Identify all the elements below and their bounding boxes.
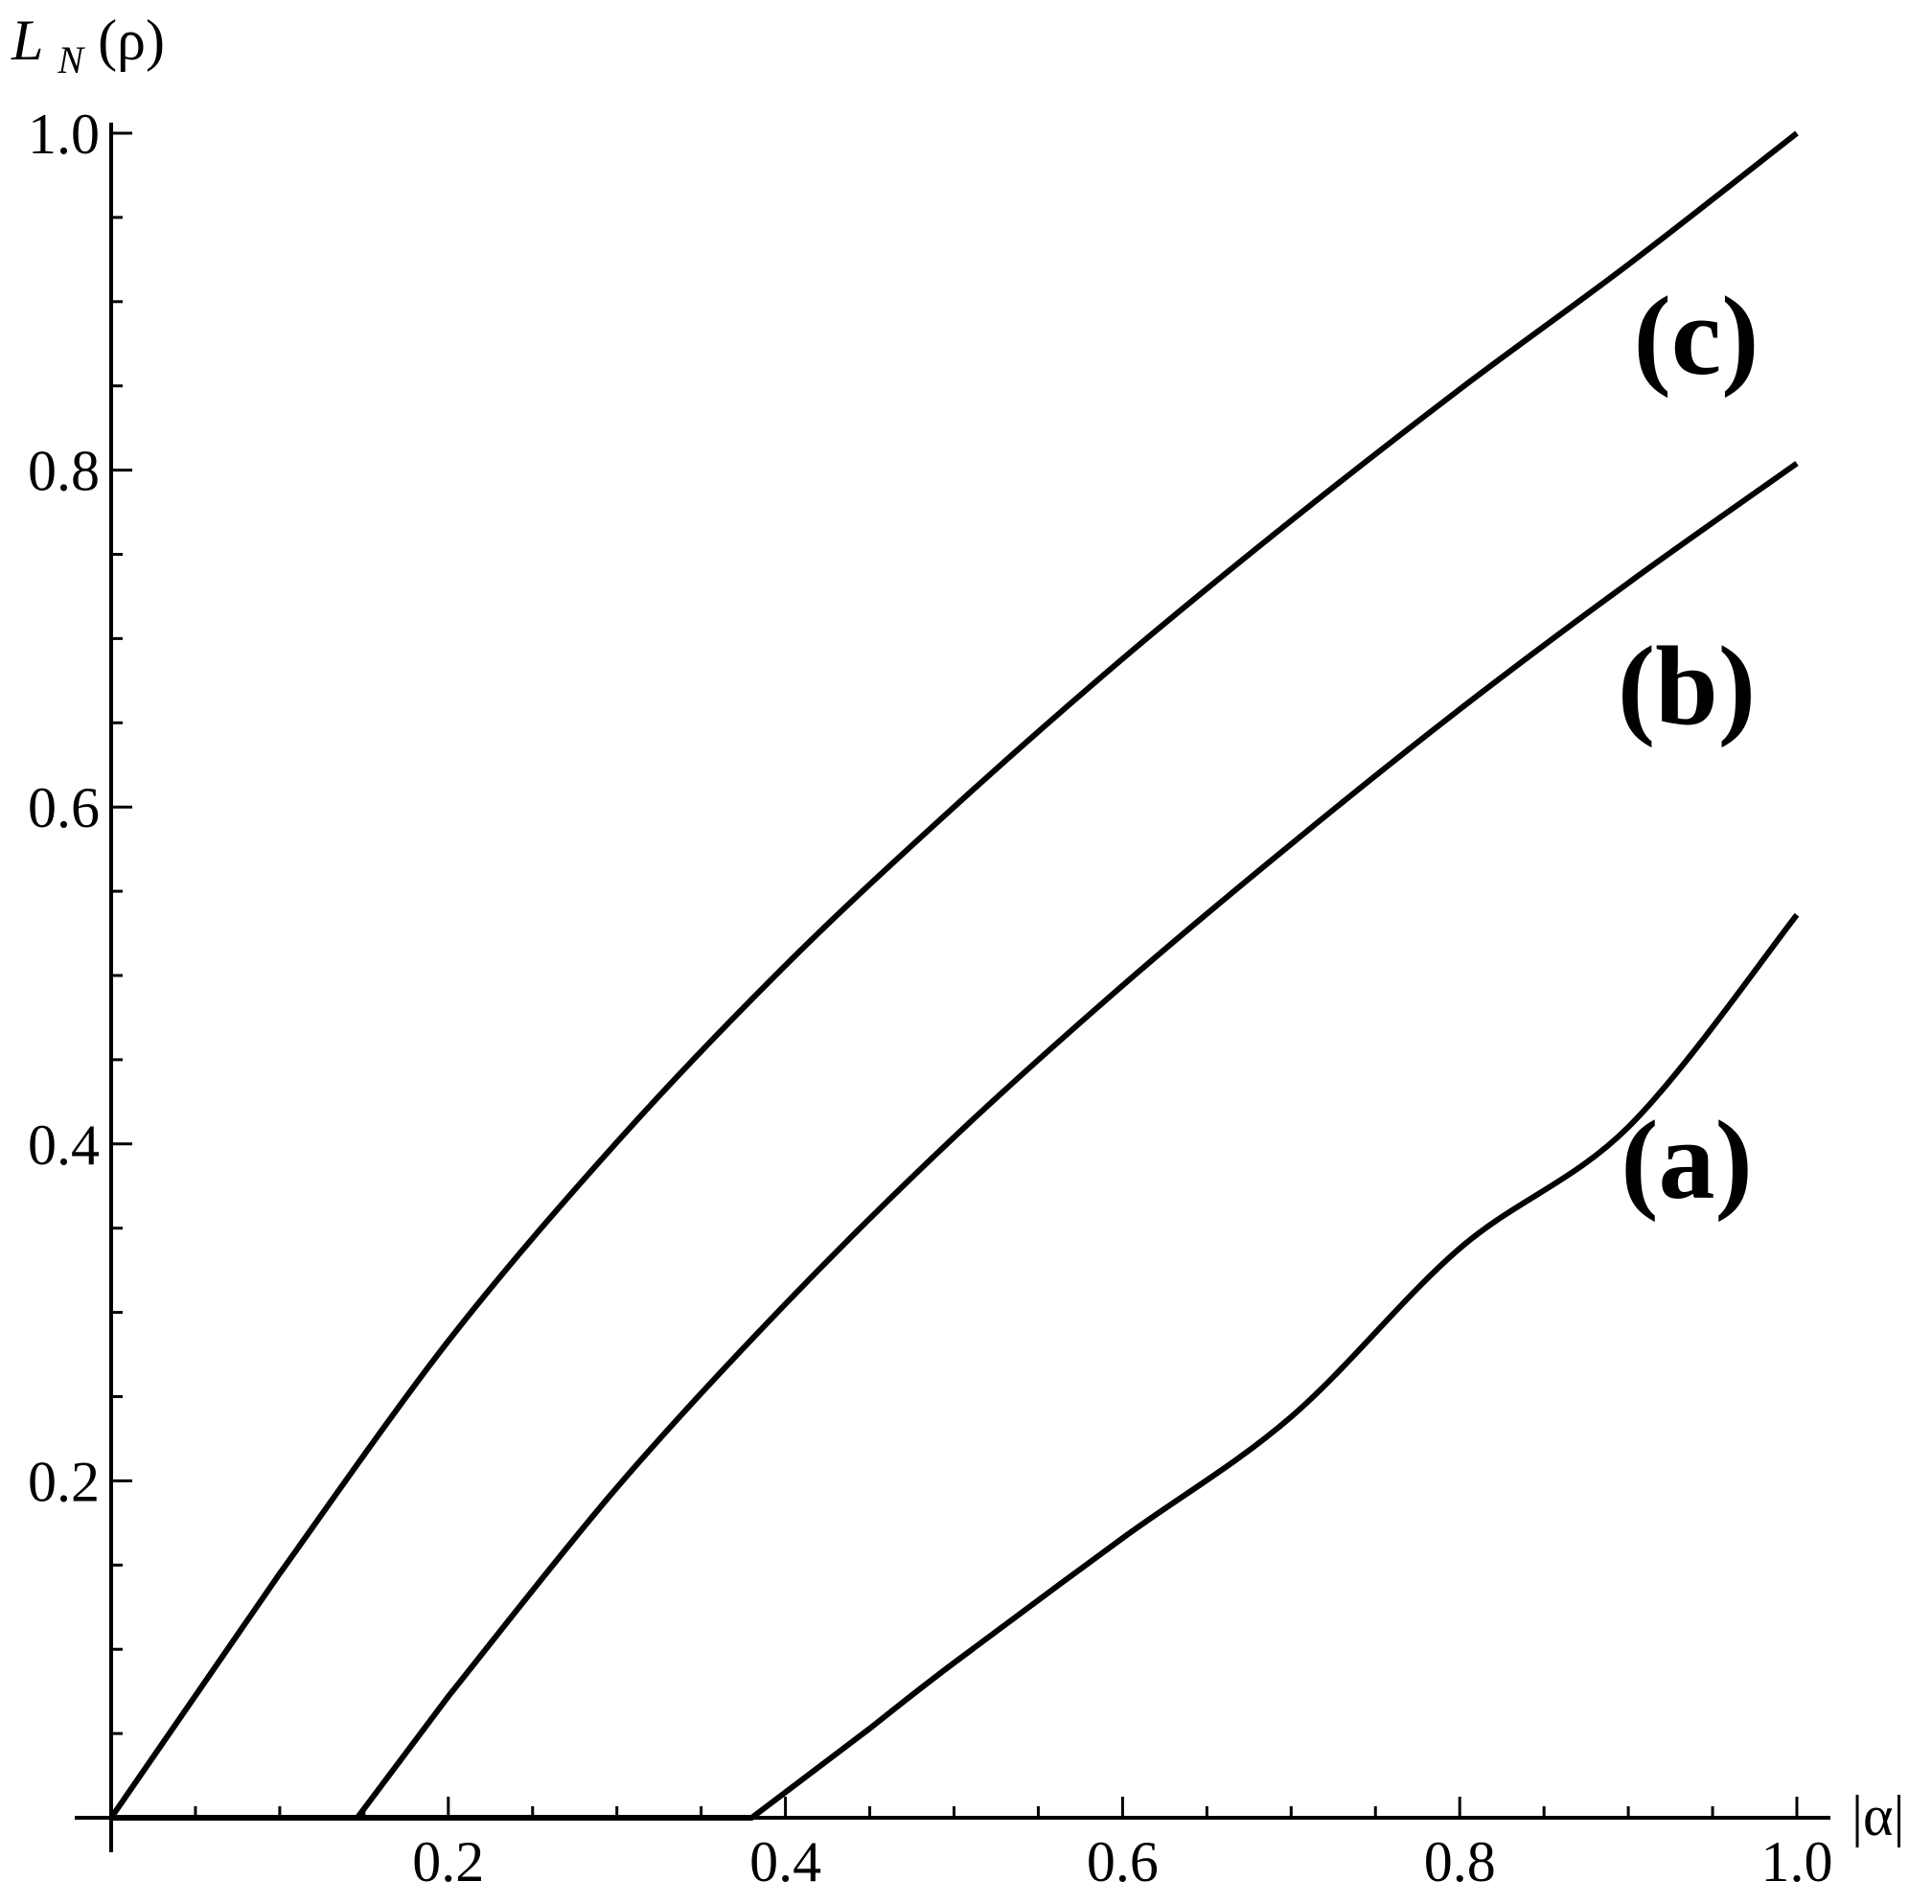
series-label-b: (b) (1618, 623, 1756, 748)
x-tick-label: 0.2 (412, 1830, 484, 1893)
y-ticks: 0.2 0.4 0.6 0.8 1.0 (28, 103, 132, 1735)
y-axis-label-sub: N (57, 38, 85, 81)
curves: (a) (b) (c) (108, 130, 1800, 1821)
y-axis-label: L N (ρ) (11, 9, 165, 85)
x-ticks: 0.2 0.4 0.6 0.8 1.0 (194, 1797, 1833, 1893)
y-tick-label: 0.2 (28, 1450, 100, 1513)
y-axis-label-arg: (ρ) (98, 9, 165, 72)
x-tick-label: 0.6 (1087, 1830, 1159, 1893)
y-tick-label: 1.0 (28, 103, 100, 166)
y-tick-label: 0.8 (28, 440, 100, 503)
series-label-a: (a) (1621, 1097, 1753, 1223)
series-line-c (108, 130, 1799, 1820)
x-tick-label: 1.0 (1761, 1830, 1833, 1893)
series-line-a (111, 912, 1800, 1821)
series-label-c: (c) (1634, 273, 1760, 399)
y-tick-label: 0.6 (28, 776, 100, 839)
axes: 0.2 0.4 0.6 0.8 1.0 0.2 0.4 0.6 0.8 1.0 (28, 103, 1833, 1893)
x-axis-label: |α| (1852, 1784, 1904, 1847)
x-tick-label: 0.8 (1424, 1830, 1496, 1893)
series-line-b (111, 461, 1799, 1821)
x-tick-label: 0.4 (749, 1830, 821, 1893)
y-tick-label: 0.4 (28, 1113, 100, 1177)
labels: |α| L N (ρ) (11, 9, 1904, 1847)
y-axis-label-main: L (11, 9, 43, 72)
